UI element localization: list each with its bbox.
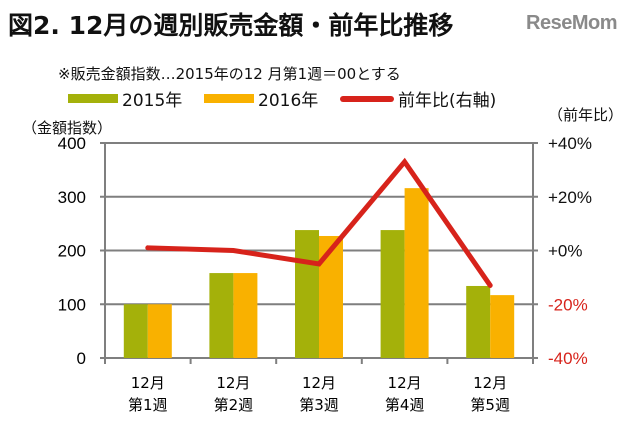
right-tick-label: -40%	[548, 349, 588, 368]
x-tick-label: 12月	[388, 374, 422, 392]
chart-title: 図2. 12月の週別販売金額・前年比推移	[8, 11, 454, 40]
resemom-logo: ReseMom	[526, 12, 617, 34]
legend-label-yoy: 前年比(右軸)	[398, 91, 497, 111]
bar-2016年-3	[319, 235, 343, 358]
bar-2015年-5	[466, 285, 491, 358]
legend-item-yoy: 前年比(右軸)	[340, 86, 496, 111]
legend-swatch-2015	[68, 94, 118, 103]
bar-2015年-3	[295, 230, 319, 358]
left-tick-label: 100	[58, 295, 86, 314]
bar-2016年-4	[404, 188, 429, 358]
left-tick-label: 300	[58, 188, 86, 207]
right-axis-title: （前年比）	[548, 106, 624, 124]
right-tick-label: -20%	[548, 295, 588, 314]
left-tick-label: 200	[58, 242, 86, 261]
left-tick-label: 0	[77, 349, 86, 368]
legend-label-2016: 2016年	[258, 91, 319, 111]
x-tick-label: 第5週	[470, 396, 510, 414]
bar-2015年-1	[123, 304, 148, 358]
bar-2016年-2	[233, 273, 258, 358]
x-tick-label: 第4週	[385, 396, 425, 414]
bar-2015年-2	[209, 273, 234, 358]
right-tick-label: +20%	[548, 188, 592, 207]
left-axis-title: （金額指数）	[22, 119, 113, 137]
bar-2015年-4	[380, 230, 405, 358]
chart-note: ※販売金額指数…2015年の12 月第1週＝00とする	[58, 65, 401, 83]
legend-swatch-2016	[204, 94, 254, 103]
legend-swatch-yoy	[340, 95, 394, 102]
bar-2016年-1	[147, 304, 172, 358]
right-tick-label: +40%	[548, 134, 592, 153]
legend-label-2015: 2015年	[122, 91, 183, 111]
x-tick-label: 12月	[131, 374, 165, 392]
x-tick-label: 12月	[216, 374, 250, 392]
x-tick-label: 第2週	[214, 396, 254, 414]
x-tick-label: 第1週	[128, 396, 168, 414]
x-tick-label: 12月	[473, 374, 507, 392]
x-tick-label: 第3週	[299, 396, 339, 414]
left-tick-label: 400	[58, 134, 86, 153]
x-tick-label: 12月	[302, 374, 336, 392]
legend-item-2015: 2015年	[68, 86, 182, 111]
bar-2016年-5	[490, 295, 515, 358]
legend-item-2016: 2016年	[204, 86, 318, 111]
right-tick-label: +0%	[548, 242, 583, 261]
